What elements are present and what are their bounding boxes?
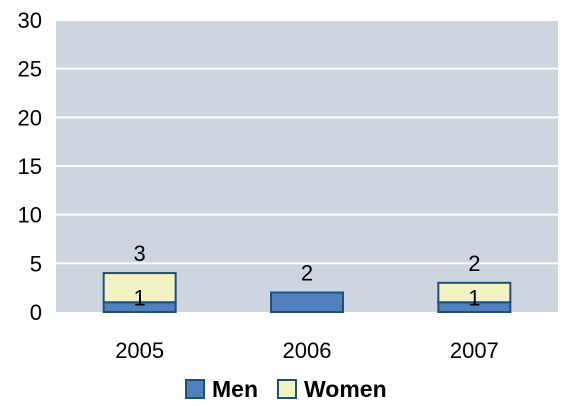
data-label-women-2007: 2 — [468, 251, 480, 276]
y-tick-label-5: 5 — [30, 251, 42, 276]
y-tick-label-0: 0 — [30, 300, 42, 325]
data-labels: 3 1 2 2 1 — [134, 241, 481, 310]
legend: Men Women — [185, 376, 387, 402]
x-axis: 2005 2006 2007 — [115, 338, 499, 363]
x-tick-label-2005: 2005 — [115, 338, 164, 363]
data-label-men-2007: 1 — [468, 285, 480, 310]
y-tick-label-20: 20 — [18, 105, 42, 130]
bar-men-2006 — [270, 291, 344, 313]
y-axis: 0 5 10 15 20 25 30 — [18, 8, 42, 325]
y-tick-label-30: 30 — [18, 8, 42, 33]
legend-swatch-men — [185, 379, 205, 399]
legend-label-women: Women — [304, 376, 387, 402]
legend-label-men: Men — [212, 376, 258, 402]
data-label-men-2005: 1 — [134, 285, 146, 310]
data-label-women-2005: 3 — [134, 241, 146, 266]
x-tick-label-2007: 2007 — [450, 338, 499, 363]
legend-swatch-women — [277, 379, 297, 399]
x-tick-label-2006: 2006 — [283, 338, 332, 363]
bar-women-2007 — [437, 281, 512, 304]
data-label-men-2006: 2 — [301, 261, 313, 286]
bars — [102, 272, 512, 313]
bar-women-2005 — [102, 272, 177, 304]
y-tick-label-10: 10 — [18, 203, 42, 228]
y-tick-label-25: 25 — [18, 57, 42, 82]
grid-lines — [56, 19, 558, 265]
y-tick-label-15: 15 — [18, 154, 42, 179]
